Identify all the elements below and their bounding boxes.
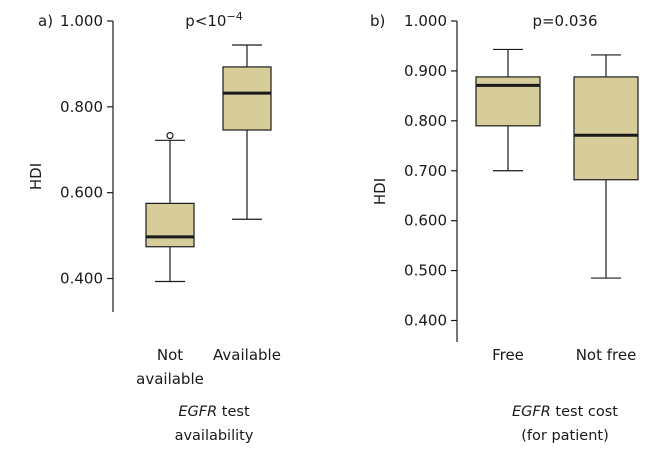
p-value-annotation: p<10−4 bbox=[185, 10, 242, 30]
panel-a: a) p<10−4 0.400 0.600 0.800 1.000 HDI Not availa… bbox=[27, 10, 281, 444]
y-tick-label: 1.000 bbox=[60, 12, 103, 30]
category-label: Not bbox=[157, 346, 183, 364]
outlier-point bbox=[166, 131, 174, 140]
y-tick-label: 0.400 bbox=[60, 270, 103, 288]
iqr-box bbox=[145, 202, 195, 248]
panel-b: b) p=0.036 0.400 0.500 0.600 0.700 0.800 0.900 1… bbox=[370, 12, 639, 444]
box-0 bbox=[475, 48, 541, 172]
y-tick-label: 0.800 bbox=[60, 98, 103, 116]
category-label: Available bbox=[213, 346, 281, 364]
y-tick-label: 0.900 bbox=[404, 62, 447, 80]
x-axis-label-line2: availability bbox=[175, 428, 254, 444]
y-tick-label: 0.600 bbox=[60, 184, 103, 202]
box-1 bbox=[222, 44, 272, 220]
y-tick-label: 0.500 bbox=[404, 262, 447, 280]
iqr-box bbox=[573, 76, 639, 181]
y-tick-label: 0.400 bbox=[404, 312, 447, 330]
category-label: Not free bbox=[576, 346, 637, 364]
iqr-box bbox=[222, 66, 272, 131]
p-value-annotation: p=0.036 bbox=[532, 12, 597, 30]
category-label: available bbox=[136, 370, 204, 388]
y-tick-label: 0.800 bbox=[404, 112, 447, 130]
panel-label: b) bbox=[370, 12, 385, 30]
panel-label: a) bbox=[38, 12, 53, 30]
x-axis-label-line2: (for patient) bbox=[521, 428, 608, 444]
y-axis-label: HDI bbox=[27, 163, 45, 190]
y-axis-label: HDI bbox=[371, 178, 389, 205]
box-0 bbox=[145, 131, 195, 283]
y-tick-label: 0.600 bbox=[404, 212, 447, 230]
x-axis-label: EGFR test bbox=[178, 404, 250, 420]
x-axis-label: EGFR test cost bbox=[512, 404, 618, 420]
y-tick-label: 1.000 bbox=[404, 12, 447, 30]
y-tick-label: 0.700 bbox=[404, 162, 447, 180]
category-label: Free bbox=[492, 346, 524, 364]
box-1 bbox=[573, 54, 639, 279]
